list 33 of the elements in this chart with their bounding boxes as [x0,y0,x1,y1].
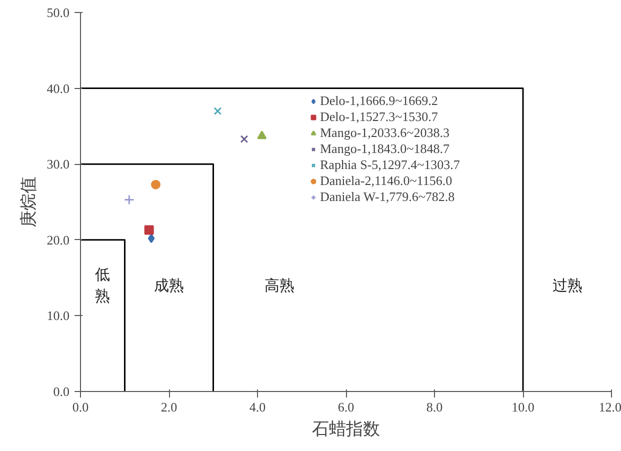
annotation: 低熟 [95,266,110,306]
y-tick-label: 50.0 [46,5,70,20]
x-tick-label: 2.0 [160,400,178,414]
x-tick-label: 6.0 [338,400,354,414]
x-tick-label: 10.0 [512,400,534,414]
y-tick-label: 30.0 [46,156,70,172]
annotation: 成熟 [154,276,184,294]
legend-label: Daniela-2,1146.0~1156.0 [320,173,452,189]
point [144,225,154,235]
x-tick-label: 8.0 [426,400,443,414]
point [150,180,160,190]
legend-label: Mango-1,2033.6~2038.3 [320,125,450,141]
point [124,194,134,205]
y-tick-label: 0.0 [53,384,70,399]
legend-label: Delo-1,1527.3~1530.7 [320,109,438,125]
point [240,135,248,144]
y-tick-label: 40.0 [46,80,70,96]
annotation: 过熟 [552,276,582,294]
point [257,130,267,140]
point [148,234,155,244]
x-tick-label: 12.0 [598,400,621,414]
x-tick-label: 0.0 [72,400,89,414]
annotation: 高熟 [264,276,295,294]
legend-label: Mango-1,1843.0~1848.7 [320,141,450,157]
legend-label: Delo-1,1666.9~1669.2 [320,93,438,109]
legend-label: Daniela W-1,779.6~782.8 [320,189,455,205]
x-tick-label: 4.0 [249,400,266,414]
legend-label: Raphia S-5,1297.4~1303.7 [320,157,460,173]
y-tick-label: 10.0 [46,308,70,324]
y-axis-title: 庚烷值 [18,176,39,228]
point [214,107,222,115]
x-axis-title: 石蜡指数 [312,420,380,440]
y-tick-label: 20.0 [46,232,70,248]
